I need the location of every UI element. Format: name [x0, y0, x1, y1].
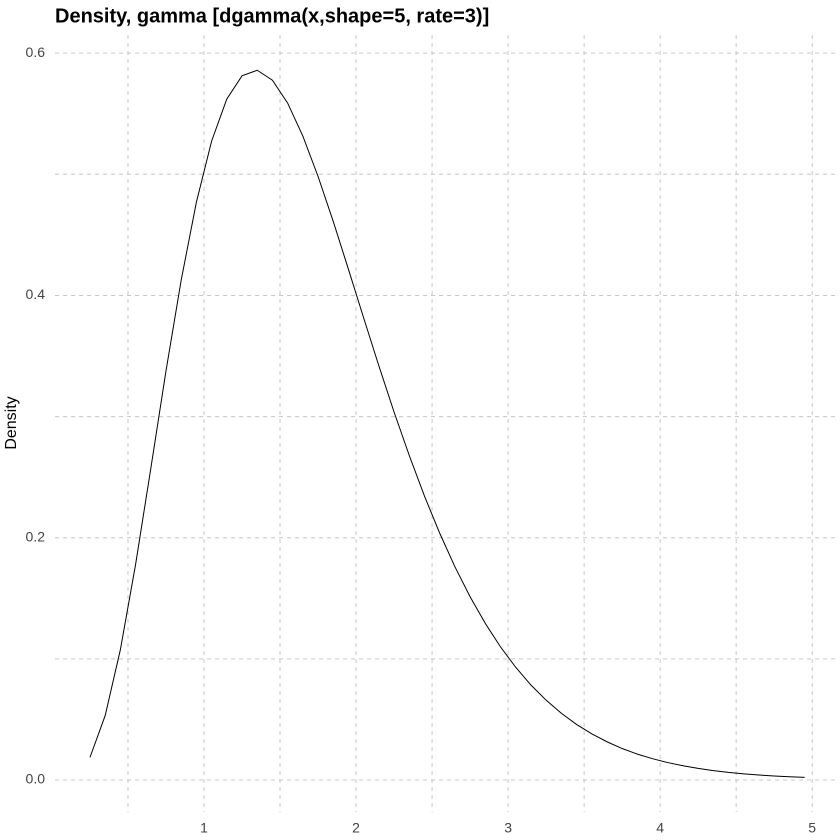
density-line [89, 69, 805, 778]
chart-title: Density, gamma [dgamma(x,shape=5, rate=3… [55, 5, 489, 27]
y-tick-label: 0.6 [26, 44, 46, 60]
x-tick-label: 2 [352, 820, 360, 836]
y-tick-label: 0.0 [26, 771, 46, 787]
y-axis-label: Density [3, 396, 20, 449]
x-tick-label: 5 [808, 820, 816, 836]
y-tick-label: 0.2 [26, 528, 46, 544]
y-tick-label: 0.4 [26, 286, 46, 302]
x-tick-label: 3 [504, 820, 512, 836]
x-tick-label: 1 [200, 820, 208, 836]
x-tick-label: 4 [656, 820, 664, 836]
